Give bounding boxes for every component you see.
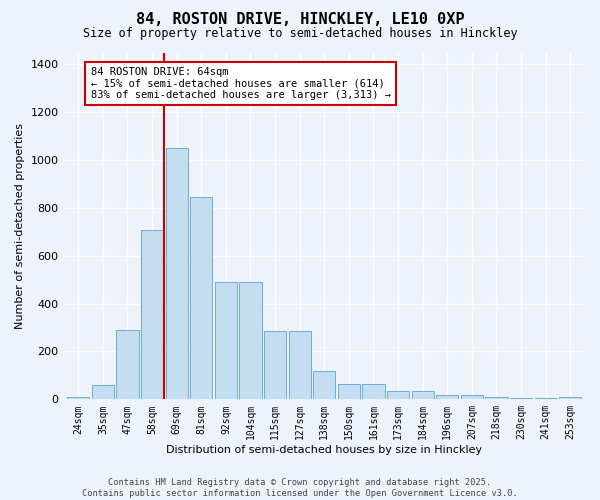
Bar: [436, 394, 458, 400]
Bar: [239, 282, 262, 400]
Bar: [313, 370, 335, 400]
Bar: [92, 385, 114, 400]
Text: Contains HM Land Registry data © Crown copyright and database right 2025.
Contai: Contains HM Land Registry data © Crown c…: [82, 478, 518, 498]
Bar: [535, 398, 557, 400]
Bar: [289, 331, 311, 400]
Bar: [264, 331, 286, 400]
Text: 84, ROSTON DRIVE, HINCKLEY, LE10 0XP: 84, ROSTON DRIVE, HINCKLEY, LE10 0XP: [136, 12, 464, 28]
Bar: [412, 391, 434, 400]
Bar: [510, 398, 532, 400]
Bar: [338, 384, 360, 400]
Bar: [387, 391, 409, 400]
Bar: [461, 394, 483, 400]
Bar: [362, 384, 385, 400]
Bar: [116, 330, 139, 400]
Bar: [215, 282, 237, 400]
Bar: [141, 230, 163, 400]
X-axis label: Distribution of semi-detached houses by size in Hinckley: Distribution of semi-detached houses by …: [166, 445, 482, 455]
Bar: [190, 197, 212, 400]
Text: Size of property relative to semi-detached houses in Hinckley: Size of property relative to semi-detach…: [83, 28, 517, 40]
Bar: [485, 397, 508, 400]
Text: 84 ROSTON DRIVE: 64sqm
← 15% of semi-detached houses are smaller (614)
83% of se: 84 ROSTON DRIVE: 64sqm ← 15% of semi-det…: [91, 67, 391, 100]
Y-axis label: Number of semi-detached properties: Number of semi-detached properties: [15, 123, 25, 329]
Bar: [559, 398, 581, 400]
Bar: [67, 397, 89, 400]
Bar: [166, 148, 188, 400]
